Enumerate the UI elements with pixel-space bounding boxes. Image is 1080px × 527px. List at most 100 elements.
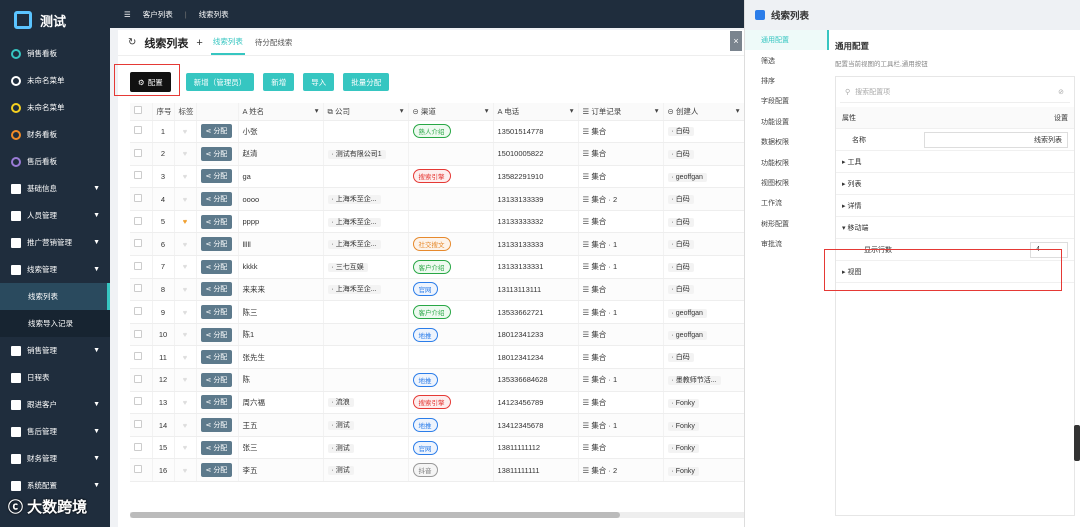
- cell-order[interactable]: ☰ 集合: [578, 120, 664, 144]
- row-checkbox[interactable]: [130, 345, 153, 370]
- table-row[interactable]: 5 ♥ ⋖ 分配 pppp · 上海禾至企... 13133333332 ☰ 集…: [130, 210, 745, 234]
- sidebar-item[interactable]: 未命名菜单: [0, 67, 110, 94]
- sidebar-item[interactable]: 财务看板: [0, 121, 110, 148]
- assign-button[interactable]: ⋖ 分配: [196, 458, 239, 482]
- heart-icon[interactable]: ♥: [174, 413, 197, 437]
- cell-order[interactable]: ☰ 集合: [578, 391, 664, 415]
- table-row[interactable]: 1 ♥ ⋖ 分配 小张 熟人介绍 13501514778 ☰ 集合 · 白码: [130, 120, 745, 144]
- panel-nav-item[interactable]: 功能权限: [761, 159, 789, 167]
- assign-button[interactable]: ⋖ 分配: [196, 142, 239, 166]
- heart-icon[interactable]: ♥: [174, 278, 197, 302]
- row-checkbox[interactable]: [130, 436, 153, 460]
- table-row[interactable]: 6 ♥ ⋖ 分配 lllll · 上海禾至企... 社交搜文 131331333…: [130, 232, 745, 257]
- breadcrumb-customer-list[interactable]: 客户列表: [142, 9, 173, 19]
- column-header[interactable]: [196, 103, 239, 121]
- row-checkbox[interactable]: [130, 120, 153, 144]
- batch-assign-button[interactable]: 批量分配: [343, 73, 390, 91]
- add-tab-button[interactable]: +: [196, 36, 203, 49]
- group-tools[interactable]: ▸ 工具: [836, 151, 1074, 173]
- assign-button[interactable]: ⋖ 分配: [196, 187, 239, 211]
- row-checkbox[interactable]: [130, 323, 153, 347]
- clear-icon[interactable]: ⊘: [1058, 88, 1064, 96]
- group-list[interactable]: ▸ 列表: [836, 173, 1074, 195]
- new-admin-button[interactable]: 新增（管理员）: [185, 73, 255, 91]
- cell-order[interactable]: ☰ 集合 · 2: [578, 458, 664, 482]
- panel-nav-item[interactable]: 功能设置: [761, 118, 789, 126]
- table-row[interactable]: 11 ♥ ⋖ 分配 张先生 18012341234 ☰ 集合 · 白码: [130, 345, 745, 370]
- assign-button[interactable]: ⋖ 分配: [196, 413, 239, 437]
- table-row[interactable]: 14 ♥ ⋖ 分配 王五 · 测试 地推 13412345678 ☰ 集合 · …: [130, 413, 745, 437]
- heart-icon[interactable]: ♥: [174, 255, 197, 279]
- panel-nav-item[interactable]: 树形配置: [761, 220, 789, 228]
- group-view[interactable]: ▸ 视图: [836, 261, 1074, 283]
- row-checkbox[interactable]: [130, 278, 153, 302]
- cell-order[interactable]: ☰ 集合: [578, 165, 664, 189]
- heart-icon[interactable]: ♥: [174, 458, 197, 482]
- panel-nav-item[interactable]: 数据权限: [761, 139, 789, 147]
- row-checkbox[interactable]: [130, 413, 153, 437]
- row-checkbox[interactable]: [130, 368, 153, 392]
- config-button[interactable]: ⚙ 配置: [130, 72, 171, 92]
- assign-button[interactable]: ⋖ 分配: [196, 391, 239, 415]
- column-header[interactable]: A 姓名 ▾: [238, 103, 324, 121]
- assign-button[interactable]: ⋖ 分配: [196, 323, 239, 347]
- row-checkbox[interactable]: [130, 187, 153, 211]
- cell-order[interactable]: ☰ 集合 · 1: [578, 368, 664, 392]
- assign-button[interactable]: ⋖ 分配: [196, 255, 239, 279]
- assign-button[interactable]: ⋖ 分配: [196, 345, 239, 370]
- assign-button[interactable]: ⋖ 分配: [196, 210, 239, 234]
- new-button[interactable]: 新增: [263, 73, 295, 91]
- app-logo[interactable]: 测试: [0, 0, 110, 40]
- table-row[interactable]: 7 ♥ ⋖ 分配 kkkk · 三七互娱 客户介绍 13133133331 ☰ …: [130, 255, 745, 279]
- panel-nav-item[interactable]: 工作流: [761, 200, 782, 208]
- assign-button[interactable]: ⋖ 分配: [196, 120, 239, 144]
- name-input[interactable]: 线索列表: [924, 131, 1068, 148]
- row-checkbox[interactable]: [130, 210, 153, 234]
- sidebar-item[interactable]: 线索导入记录: [0, 310, 110, 337]
- heart-icon[interactable]: ♥: [174, 436, 197, 460]
- table-row[interactable]: 12 ♥ ⋖ 分配 陈 地推 135336684628 ☰ 集合 · 1 · 墨…: [130, 368, 745, 392]
- import-button[interactable]: 导入: [303, 73, 335, 91]
- table-row[interactable]: 3 ♥ ⋖ 分配 ga 搜索引擎 13582291910 ☰ 集合 · geof…: [130, 165, 745, 189]
- row-checkbox[interactable]: [130, 255, 153, 279]
- sidebar-item[interactable]: 跟进客户 ▼: [0, 391, 110, 418]
- table-row[interactable]: 13 ♥ ⋖ 分配 周六福 · 流浪 搜索引擎 14123456789 ☰ 集合…: [130, 391, 745, 415]
- assign-button[interactable]: ⋖ 分配: [196, 368, 239, 392]
- breadcrumb-lead-list[interactable]: 线索列表: [198, 9, 229, 19]
- cell-order[interactable]: ☰ 集合 · 1: [578, 413, 664, 437]
- heart-icon[interactable]: ♥: [174, 120, 197, 144]
- heart-icon[interactable]: ♥: [174, 368, 197, 392]
- table-row[interactable]: 9 ♥ ⋖ 分配 陈三 客户介绍 13533662721 ☰ 集合 · 1 · …: [130, 300, 745, 324]
- cell-order[interactable]: ☰ 集合: [578, 278, 664, 302]
- panel-nav-item[interactable]: 视图权限: [761, 179, 789, 187]
- heart-icon[interactable]: ♥: [174, 210, 197, 234]
- select-all-checkbox[interactable]: [130, 103, 153, 121]
- sidebar-item[interactable]: 系统配置 ▼: [0, 472, 110, 499]
- panel-nav-item[interactable]: 审批流: [761, 241, 782, 249]
- sidebar-item[interactable]: 基础信息 ▼: [0, 175, 110, 202]
- row-checkbox[interactable]: [130, 142, 153, 166]
- cell-order[interactable]: ☰ 集合 · 1: [578, 232, 664, 257]
- assign-button[interactable]: ⋖ 分配: [196, 436, 239, 460]
- cell-order[interactable]: ☰ 集合: [578, 210, 664, 234]
- column-header[interactable]: ☰ 订单记录 ▾: [578, 103, 664, 121]
- sidebar-item[interactable]: 日程表: [0, 364, 110, 391]
- refresh-icon[interactable]: ↻: [128, 37, 137, 48]
- group-mobile[interactable]: ▾ 移动端: [836, 217, 1074, 239]
- assign-button[interactable]: ⋖ 分配: [196, 300, 239, 324]
- panel-nav-item[interactable]: 排序: [761, 77, 775, 85]
- heart-icon[interactable]: ♥: [174, 165, 197, 189]
- row-checkbox[interactable]: [130, 300, 153, 324]
- table-row[interactable]: 16 ♥ ⋖ 分配 李五 · 测试 抖音 13811111111 ☰ 集合 · …: [130, 458, 745, 482]
- cell-order[interactable]: ☰ 集合 · 1: [578, 255, 664, 279]
- row-checkbox[interactable]: [130, 391, 153, 415]
- sidebar-item[interactable]: 推广营销管理 ▼: [0, 229, 110, 256]
- menu-toggle-icon[interactable]: ☰: [124, 9, 131, 19]
- scrollbar-thumb[interactable]: [130, 512, 620, 518]
- sidebar-item[interactable]: 线索管理 ▼: [0, 256, 110, 283]
- sidebar-item[interactable]: 销售管理 ▼: [0, 337, 110, 364]
- sidebar-item[interactable]: 售后管理 ▼: [0, 418, 110, 445]
- cell-order[interactable]: ☰ 集合: [578, 323, 664, 347]
- column-header[interactable]: 序号: [152, 103, 175, 121]
- assign-button[interactable]: ⋖ 分配: [196, 232, 239, 257]
